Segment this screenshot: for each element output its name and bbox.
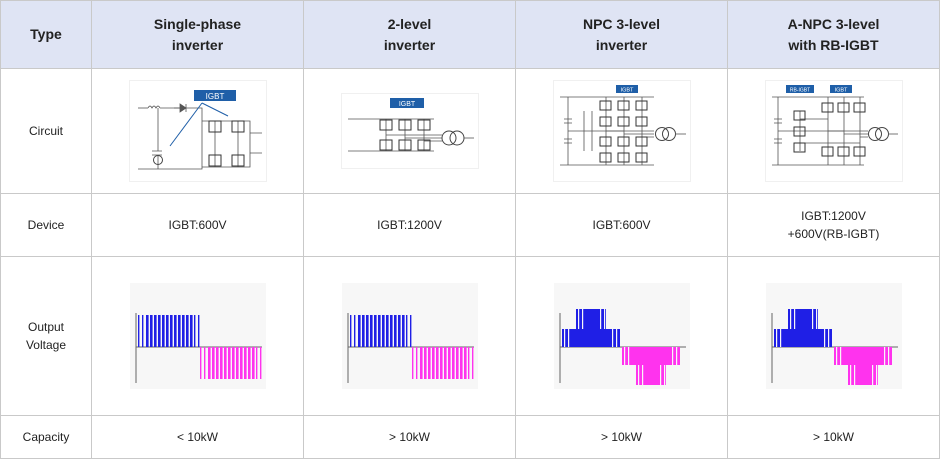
igbt-label: IGBT [205, 92, 224, 101]
circuit-cell-npc-3-level: IGBT [515, 68, 728, 194]
device-value: IGBT:600V [168, 218, 227, 232]
device-value-line2: +600V(RB-IGBT) [787, 227, 880, 241]
output-cell-2-level [303, 256, 516, 416]
column-header-line1: 2-level [387, 15, 432, 32]
column-header-line2: inverter [383, 36, 436, 53]
circuit-row-label: Circuit [0, 68, 92, 194]
output-waveform-single-phase [129, 283, 266, 389]
column-header-line2: inverter [171, 36, 224, 53]
output-waveform-npc-3-level [553, 283, 690, 389]
single-phase-circuit-diagram: IGBT [129, 81, 266, 181]
capacity-cell-a-npc-3-level: > 10kW [727, 415, 940, 459]
output-cell-npc-3-level [515, 256, 728, 416]
output-cell-single-phase [91, 256, 304, 416]
circuit-cell-2-level: IGBT [303, 68, 516, 194]
column-header-line1: NPC 3-level [582, 15, 661, 32]
output-waveform-2-level [341, 283, 478, 389]
circuit-cell-a-npc-3-level: RB-IGBT IGBT [727, 68, 940, 194]
type-header: Type [0, 0, 92, 69]
device-cell-npc-3-level: IGBT:600V [515, 193, 728, 257]
output-voltage-row-label: Output Voltage [0, 256, 92, 416]
output-waveform-a-npc-3-level [765, 283, 902, 389]
two-level-circuit-diagram: IGBT [341, 94, 478, 168]
column-header-line2: with RB-IGBT [788, 36, 879, 53]
circuit-row: Circuit [0, 68, 940, 194]
output-cell-a-npc-3-level [727, 256, 940, 416]
column-header-a-npc-3-level: A-NPC 3-level with RB-IGBT [727, 0, 940, 69]
a-npc-3-level-circuit-diagram: RB-IGBT IGBT [765, 81, 902, 181]
output-label-line2: Voltage [25, 338, 67, 352]
circuit-cell-single-phase: IGBT [91, 68, 304, 194]
output-label-line1: Output [27, 320, 65, 334]
column-header-line2: inverter [595, 36, 648, 53]
column-header-line1: Single-phase [153, 15, 242, 32]
npc-3-level-circuit-diagram: IGBT [553, 81, 690, 181]
device-row-label: Device [0, 193, 92, 257]
igbt-label: IGBT [398, 101, 415, 108]
header-row: Type Single-phase inverter 2-level inver… [0, 0, 940, 69]
rb-igbt-label: RB-IGBT [789, 88, 809, 94]
device-cell-a-npc-3-level: IGBT:1200V +600V(RB-IGBT) [727, 193, 940, 257]
device-value: IGBT:600V [592, 218, 651, 232]
device-cell-single-phase: IGBT:600V [91, 193, 304, 257]
device-row: Device IGBT:600V IGBT:1200V IGBT:600V IG… [0, 193, 940, 257]
capacity-row-label: Capacity [0, 415, 92, 459]
igbt-label: IGBT [620, 88, 633, 94]
capacity-cell-npc-3-level: > 10kW [515, 415, 728, 459]
device-value: IGBT:1200V [801, 209, 866, 223]
device-value: IGBT:1200V [377, 218, 442, 232]
capacity-row: Capacity < 10kW > 10kW > 10kW > 10kW [0, 415, 940, 459]
device-cell-2-level: IGBT:1200V [303, 193, 516, 257]
column-header-single-phase: Single-phase inverter [91, 0, 304, 69]
igbt-label: IGBT [834, 88, 847, 94]
capacity-cell-single-phase: < 10kW [91, 415, 304, 459]
output-voltage-row: Output Voltage [0, 256, 940, 416]
capacity-cell-2-level: > 10kW [303, 415, 516, 459]
column-header-2-level: 2-level inverter [303, 0, 516, 69]
column-header-line1: A-NPC 3-level [787, 15, 880, 32]
column-header-npc-3-level: NPC 3-level inverter [515, 0, 728, 69]
